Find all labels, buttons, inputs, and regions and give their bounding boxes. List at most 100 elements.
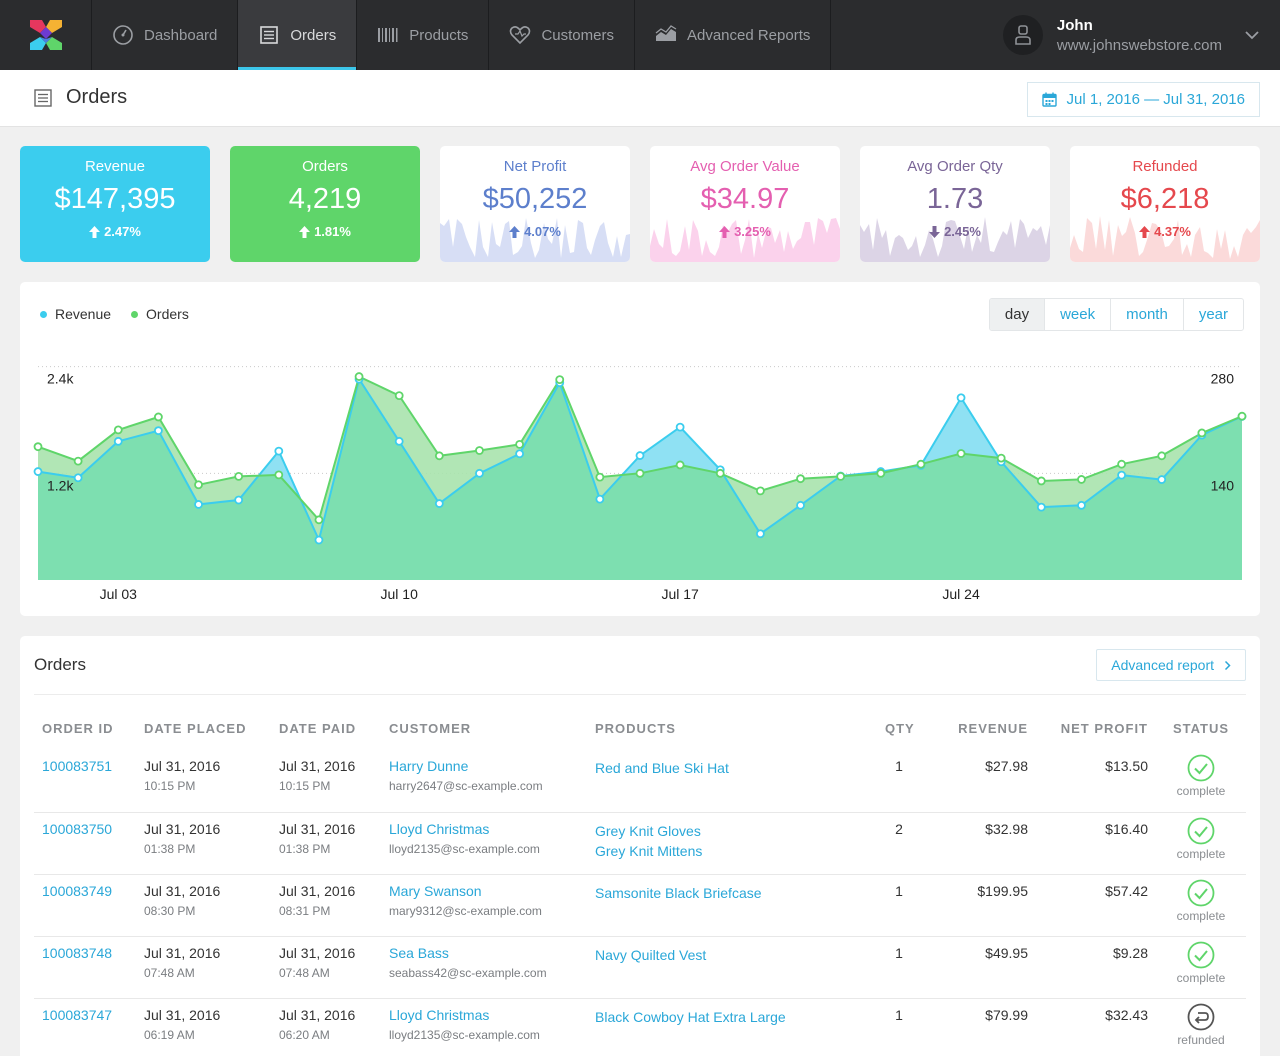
revenue-point[interactable] [475, 468, 484, 478]
nav-tab-orders[interactable]: Orders [238, 0, 358, 70]
orders-point[interactable] [73, 456, 83, 466]
orders-point[interactable] [555, 375, 565, 385]
orders-point[interactable] [916, 459, 926, 469]
kpi-card-orders[interactable]: Orders 4,219 1.81% [230, 146, 420, 262]
nav-tab-dashboard[interactable]: Dashboard [92, 0, 239, 70]
orders-point[interactable] [1117, 459, 1126, 469]
product-link[interactable]: Navy Quilted Vest [595, 946, 707, 963]
orders-point[interactable] [956, 449, 966, 458]
order-id-link[interactable]: 100083750 [42, 820, 113, 837]
customer-name-link[interactable]: Harry Dunne [389, 758, 469, 774]
orders-point[interactable] [515, 439, 525, 449]
orders-point[interactable] [635, 468, 645, 478]
nav-tab-advanced-reports[interactable]: Advanced Reports [635, 0, 832, 70]
orders-point[interactable] [1197, 428, 1207, 438]
orders-point[interactable] [234, 471, 244, 481]
orders-point[interactable] [715, 468, 725, 478]
orders-point[interactable] [1036, 476, 1046, 486]
product-link[interactable]: Grey Knit Gloves [595, 822, 701, 839]
kpi-card-avg-order-value[interactable]: Avg Order Value $34.97 3.25% [650, 146, 840, 262]
revenue-point[interactable] [796, 500, 805, 510]
orders-point[interactable] [1077, 475, 1086, 484]
table-row[interactable]: 100083751 Jul 31, 2016 10:15 PM Jul 31, 201… [34, 750, 1246, 813]
orders-point[interactable] [1237, 411, 1247, 421]
revenue-point[interactable] [234, 495, 244, 505]
revenue-point[interactable] [675, 422, 685, 432]
kpi-card-revenue[interactable]: Revenue $147,395 2.47% [20, 146, 210, 262]
date-range-picker[interactable]: Jul 1, 2016 — Jul 31, 2016 [1026, 82, 1260, 117]
revenue-point[interactable] [515, 449, 525, 459]
orders-point[interactable] [876, 468, 886, 478]
period-year[interactable]: year [1182, 299, 1243, 330]
revenue-point[interactable] [956, 393, 966, 403]
revenue-point[interactable] [33, 467, 43, 476]
column-header[interactable]: CUSTOMER [389, 720, 472, 736]
table-row[interactable]: 100083748 Jul 31, 2016 07:48 AM Jul 31, 201… [34, 936, 1246, 999]
column-header[interactable]: DATE PLACED [144, 720, 247, 736]
revenue-point[interactable] [394, 436, 404, 446]
advanced-report-button[interactable]: Advanced report [1096, 649, 1246, 681]
revenue-point[interactable] [434, 499, 444, 508]
product-link[interactable]: Grey Knit Mittens [595, 842, 703, 859]
column-header[interactable]: QTY [885, 720, 915, 736]
orders-point[interactable] [475, 446, 484, 455]
table-row[interactable]: 100083747 Jul 31, 2016 06:19 AM Jul 31, 201… [34, 998, 1246, 1056]
column-header[interactable]: ORDER ID [42, 720, 114, 736]
revenue-point[interactable] [314, 535, 324, 545]
kpi-card-avg-order-qty[interactable]: Avg Order Qty 1.73 2.45% [860, 146, 1050, 262]
period-month[interactable]: month [1110, 299, 1183, 330]
nav-tab-products[interactable]: Products [357, 0, 490, 70]
orders-point[interactable] [394, 391, 404, 401]
orders-point[interactable] [434, 451, 444, 461]
revenue-point[interactable] [756, 529, 765, 539]
orders-point[interactable] [33, 442, 43, 452]
revenue-point[interactable] [1117, 470, 1126, 480]
customer-name-link[interactable]: Lloyd Christmas [389, 1006, 490, 1023]
period-day[interactable]: day [989, 299, 1045, 330]
column-header[interactable]: PRODUCTS [595, 720, 676, 736]
revenue-point[interactable] [635, 451, 645, 460]
product-link[interactable]: Black Cowboy Hat Extra Large [595, 1008, 786, 1025]
kpi-card-net-profit[interactable]: Net Profit $50,252 4.07% [440, 146, 630, 262]
chevron-down-icon[interactable] [1244, 30, 1260, 40]
revenue-point[interactable] [1036, 502, 1046, 512]
column-header[interactable]: DATE PAID [279, 720, 357, 736]
customer-name-link[interactable]: Lloyd Christmas [389, 820, 490, 837]
revenue-point[interactable] [153, 426, 163, 436]
user-avatar[interactable] [1002, 15, 1043, 55]
order-id-link[interactable]: 100083749 [42, 882, 113, 899]
orders-point[interactable] [796, 474, 805, 484]
orders-point[interactable] [1157, 451, 1167, 461]
kpi-card-refunded[interactable]: Refunded $6,218 4.37% [1070, 146, 1260, 262]
revenue-point[interactable] [73, 473, 83, 483]
orders-point[interactable] [996, 453, 1006, 463]
revenue-point[interactable] [113, 436, 123, 446]
order-id-link[interactable]: 100083751 [42, 758, 113, 774]
nav-tab-customers[interactable]: Customers [489, 0, 635, 70]
order-id-link[interactable]: 100083747 [42, 1006, 113, 1023]
orders-point[interactable] [354, 372, 364, 381]
column-header[interactable]: STATUS [1172, 720, 1230, 736]
column-header[interactable]: NET PROFIT [1060, 720, 1148, 736]
orders-point[interactable] [314, 515, 324, 525]
table-row[interactable]: 100083749 Jul 31, 2016 08:30 PM Jul 31, 201… [34, 874, 1246, 937]
revenue-point[interactable] [1077, 500, 1086, 510]
orders-point[interactable] [113, 425, 123, 435]
orders-point[interactable] [595, 472, 605, 482]
order-id-link[interactable]: 100083748 [42, 944, 113, 961]
orders-point[interactable] [675, 460, 685, 470]
revenue-point[interactable] [274, 446, 284, 456]
orders-point[interactable] [756, 486, 765, 496]
product-link[interactable]: Red and Blue Ski Hat [595, 760, 729, 776]
app-logo[interactable] [0, 0, 92, 70]
table-row[interactable]: 100083750 Jul 31, 2016 01:38 PM Jul 31, 201… [34, 812, 1246, 875]
product-link[interactable]: Samsonite Black Briefcase [595, 884, 762, 901]
orders-point[interactable] [194, 480, 203, 490]
column-header[interactable]: REVENUE [958, 720, 1028, 736]
orders-point[interactable] [274, 470, 284, 480]
orders-point[interactable] [153, 412, 163, 422]
revenue-point[interactable] [1157, 475, 1167, 484]
user-menu[interactable]: John www.johnswebstore.com [1002, 0, 1280, 70]
customer-name-link[interactable]: Mary Swanson [389, 882, 482, 899]
revenue-point[interactable] [194, 500, 203, 509]
